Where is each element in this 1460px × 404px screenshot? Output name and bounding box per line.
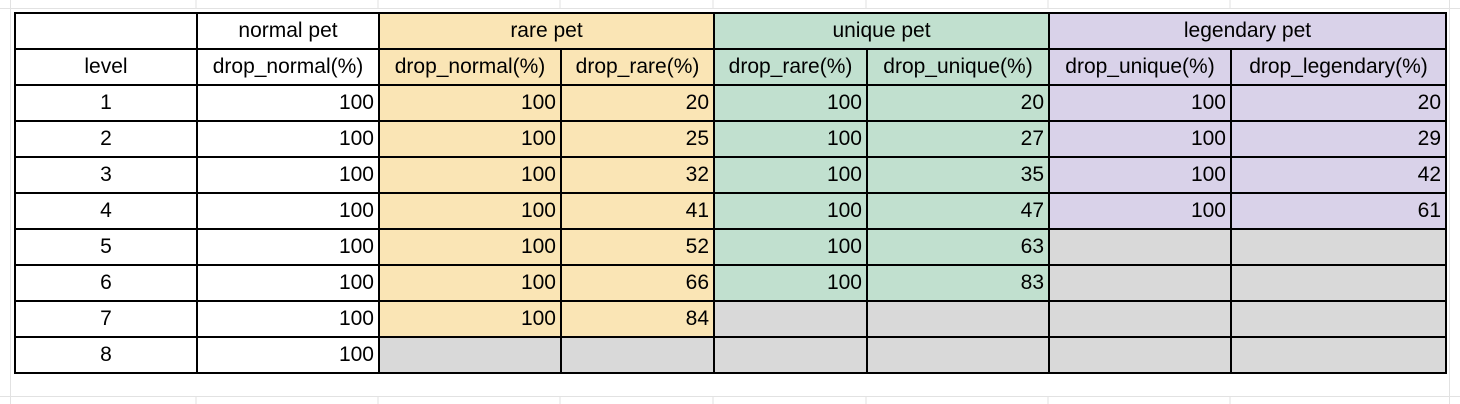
value-cell-legendary-drop-unique[interactable]: 100 (1048, 84, 1232, 122)
value-cell-unique-drop-unique[interactable]: 47 (866, 192, 1050, 230)
value-cell-rare-drop-rare[interactable]: 66 (560, 264, 715, 302)
empty-cell[interactable] (1230, 264, 1447, 302)
header-rare-drop-rare[interactable]: drop_rare(%) (560, 48, 715, 86)
value-cell-normal-drop-normal[interactable]: 100 (196, 120, 380, 158)
header-legendary-drop-legendary[interactable]: drop_legendary(%) (1230, 48, 1447, 86)
table-row: 3 100 100 32 100 35 100 42 (14, 156, 1447, 194)
empty-cell[interactable] (1230, 228, 1447, 266)
value-cell-legendary-drop-legendary[interactable]: 29 (1230, 120, 1447, 158)
value-cell-rare-drop-rare[interactable]: 25 (560, 120, 715, 158)
value-cell-rare-drop-rare[interactable]: 20 (560, 84, 715, 122)
value-cell-normal-drop-normal[interactable]: 100 (196, 84, 380, 122)
value-cell-rare-drop-rare[interactable]: 52 (560, 228, 715, 266)
group-legendary-pet[interactable]: legendary pet (1048, 12, 1447, 50)
table-row: 1 100 100 20 100 20 100 20 (14, 84, 1447, 122)
pet-drop-table: normal pet rare pet unique pet legendary… (14, 12, 1447, 374)
value-cell-normal-drop-normal[interactable]: 100 (196, 192, 380, 230)
empty-cell[interactable] (1230, 336, 1447, 374)
value-cell-rare-drop-normal[interactable]: 100 (378, 156, 562, 194)
group-rare-pet[interactable]: rare pet (378, 12, 715, 50)
level-cell[interactable]: 2 (14, 120, 198, 158)
value-cell-unique-drop-unique[interactable]: 20 (866, 84, 1050, 122)
header-normal-drop-normal[interactable]: drop_normal(%) (196, 48, 380, 86)
value-cell-unique-drop-rare[interactable]: 100 (713, 192, 868, 230)
value-cell-normal-drop-normal[interactable]: 100 (196, 300, 380, 338)
value-cell-unique-drop-unique[interactable]: 63 (866, 228, 1050, 266)
table-row: 4 100 100 41 100 47 100 61 (14, 192, 1447, 230)
value-cell-unique-drop-unique[interactable]: 83 (866, 264, 1050, 302)
empty-cell[interactable] (866, 336, 1050, 374)
value-cell-unique-drop-rare[interactable]: 100 (713, 228, 868, 266)
empty-cell[interactable] (866, 300, 1050, 338)
value-cell-normal-drop-normal[interactable]: 100 (196, 264, 380, 302)
empty-cell[interactable] (378, 336, 562, 374)
value-cell-legendary-drop-legendary[interactable]: 20 (1230, 84, 1447, 122)
level-cell[interactable]: 6 (14, 264, 198, 302)
value-cell-unique-drop-rare[interactable]: 100 (713, 84, 868, 122)
empty-cell[interactable] (713, 336, 868, 374)
value-cell-rare-drop-normal[interactable]: 100 (378, 264, 562, 302)
empty-cell[interactable] (1230, 300, 1447, 338)
header-level[interactable]: level (14, 48, 198, 86)
level-cell[interactable]: 7 (14, 300, 198, 338)
value-cell-unique-drop-rare[interactable]: 100 (713, 264, 868, 302)
group-header-row: normal pet rare pet unique pet legendary… (14, 12, 1447, 50)
value-cell-rare-drop-normal[interactable]: 100 (378, 84, 562, 122)
empty-cell[interactable] (1048, 228, 1232, 266)
column-header-row: level drop_normal(%) drop_normal(%) drop… (14, 48, 1447, 86)
value-cell-rare-drop-normal[interactable]: 100 (378, 300, 562, 338)
value-cell-unique-drop-unique[interactable]: 35 (866, 156, 1050, 194)
empty-cell[interactable] (713, 300, 868, 338)
table-row: 7 100 100 84 (14, 300, 1447, 338)
header-unique-drop-unique[interactable]: drop_unique(%) (866, 48, 1050, 86)
value-cell-rare-drop-rare[interactable]: 32 (560, 156, 715, 194)
table-row: 2 100 100 25 100 27 100 29 (14, 120, 1447, 158)
value-cell-normal-drop-normal[interactable]: 100 (196, 156, 380, 194)
value-cell-rare-drop-normal[interactable]: 100 (378, 192, 562, 230)
empty-cell[interactable] (1048, 300, 1232, 338)
value-cell-legendary-drop-legendary[interactable]: 42 (1230, 156, 1447, 194)
level-cell[interactable]: 3 (14, 156, 198, 194)
empty-cell[interactable] (1048, 336, 1232, 374)
value-cell-normal-drop-normal[interactable]: 100 (196, 228, 380, 266)
empty-cell[interactable] (560, 336, 715, 374)
value-cell-rare-drop-normal[interactable]: 100 (378, 228, 562, 266)
value-cell-rare-drop-rare[interactable]: 84 (560, 300, 715, 338)
table-row: 6 100 100 66 100 83 (14, 264, 1447, 302)
value-cell-unique-drop-rare[interactable]: 100 (713, 156, 868, 194)
value-cell-legendary-drop-unique[interactable]: 100 (1048, 192, 1232, 230)
value-cell-legendary-drop-unique[interactable]: 100 (1048, 120, 1232, 158)
group-normal-pet[interactable]: normal pet (196, 12, 380, 50)
value-cell-rare-drop-rare[interactable]: 41 (560, 192, 715, 230)
level-cell[interactable]: 4 (14, 192, 198, 230)
table-row: 8 100 (14, 336, 1447, 374)
header-unique-drop-rare[interactable]: drop_rare(%) (713, 48, 868, 86)
table-row: 5 100 100 52 100 63 (14, 228, 1447, 266)
level-cell[interactable]: 5 (14, 228, 198, 266)
header-rare-drop-normal[interactable]: drop_normal(%) (378, 48, 562, 86)
header-legendary-drop-unique[interactable]: drop_unique(%) (1048, 48, 1232, 86)
value-cell-legendary-drop-legendary[interactable]: 61 (1230, 192, 1447, 230)
value-cell-unique-drop-rare[interactable]: 100 (713, 120, 868, 158)
empty-cell[interactable] (1048, 264, 1232, 302)
value-cell-normal-drop-normal[interactable]: 100 (196, 336, 380, 374)
level-cell[interactable]: 8 (14, 336, 198, 374)
corner-cell[interactable] (14, 12, 198, 50)
group-unique-pet[interactable]: unique pet (713, 12, 1050, 50)
value-cell-legendary-drop-unique[interactable]: 100 (1048, 156, 1232, 194)
value-cell-rare-drop-normal[interactable]: 100 (378, 120, 562, 158)
value-cell-unique-drop-unique[interactable]: 27 (866, 120, 1050, 158)
level-cell[interactable]: 1 (14, 84, 198, 122)
